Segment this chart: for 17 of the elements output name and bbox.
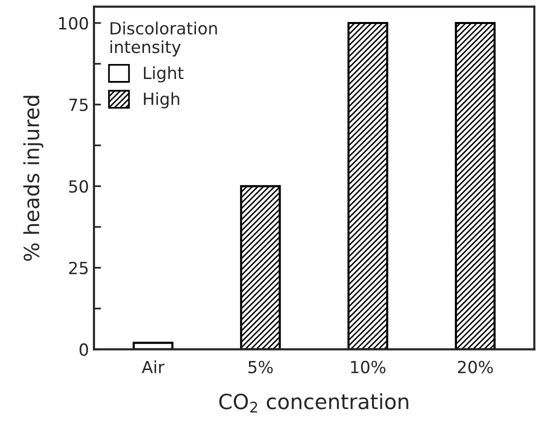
x-axis-title: CO$_{2}$ concentration — [219, 393, 408, 412]
bar — [240, 185, 281, 350]
bar — [454, 22, 496, 350]
legend-label: High — [144, 92, 180, 108]
bar — [347, 22, 388, 350]
legend-label: Light — [144, 66, 184, 82]
y-tick-label: 50 — [69, 180, 88, 193]
x-tick-label: 20% — [458, 360, 493, 374]
legend-title: Discoloration intensity — [110, 22, 217, 56]
y-tick-label: 25 — [69, 262, 88, 274]
x-tick-label: Air — [142, 360, 164, 374]
y-tick-label: 100 — [59, 16, 88, 30]
y-tick-label: 75 — [69, 98, 88, 112]
x-tick-label: 10% — [351, 360, 386, 374]
y-tick-label: 0 — [80, 343, 88, 356]
y-axis-title: % heads injured — [23, 96, 44, 261]
x-tick-label: 5% — [248, 360, 273, 374]
